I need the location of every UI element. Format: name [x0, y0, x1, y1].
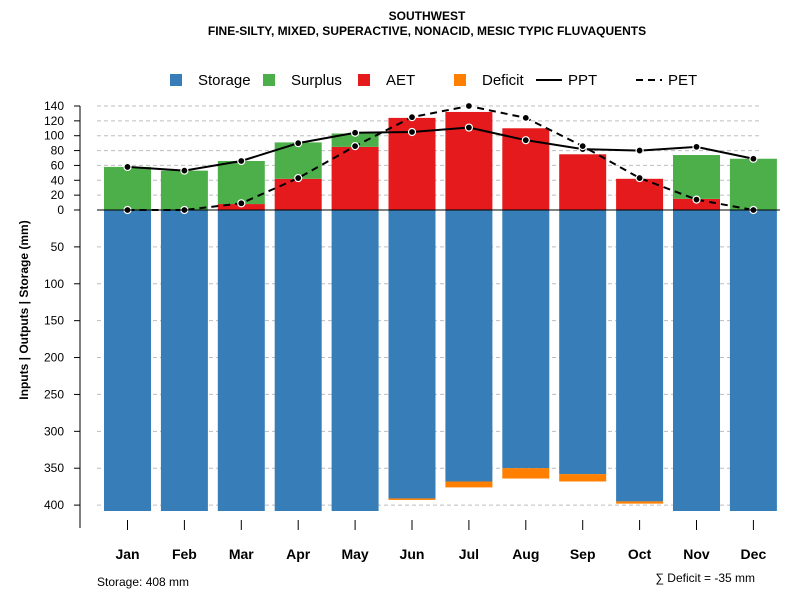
- storage-bar: [160, 210, 208, 511]
- storage-bar: [331, 210, 379, 511]
- y-axis-label: Inputs | Outputs | Storage (mm): [17, 220, 31, 399]
- ppt-point: [635, 146, 644, 155]
- deficit-bar: [616, 501, 664, 504]
- storage-bar: [502, 210, 550, 469]
- x-tick-label: Nov: [683, 546, 710, 562]
- pet-point: [578, 142, 587, 151]
- bars: [104, 111, 777, 511]
- pet-point: [237, 199, 246, 208]
- x-tick-label: Jan: [115, 546, 139, 562]
- surplus-bar: [331, 133, 379, 147]
- x-tick-label: Aug: [512, 546, 539, 562]
- y-tick-label: 140: [44, 99, 64, 113]
- y-tick-label: 250: [44, 387, 64, 401]
- y-tick-label: 100: [44, 277, 64, 291]
- x-tick-label: Sep: [570, 546, 596, 562]
- axes: 0204060801001201405010015020025030035040…: [44, 99, 780, 562]
- surplus-bar: [729, 158, 777, 210]
- ppt-point: [407, 127, 417, 137]
- y-tick-label: 200: [44, 351, 64, 365]
- storage-note: Storage: 408 mm: [97, 575, 189, 589]
- pet-point: [294, 173, 303, 183]
- pet-point: [407, 113, 417, 122]
- ppt-point: [123, 162, 132, 172]
- aet-bar: [274, 178, 322, 210]
- ppt-point: [237, 156, 246, 166]
- pet-point: [464, 101, 473, 111]
- chart-title: SOUTHWEST: [389, 9, 466, 23]
- aet-bar: [331, 146, 379, 210]
- storage-bar: [559, 210, 607, 475]
- legend-swatch: [454, 74, 466, 86]
- legend-swatch: [170, 74, 182, 86]
- storage-bar: [616, 210, 664, 502]
- x-tick-label: Apr: [286, 546, 311, 562]
- ppt-point: [180, 166, 189, 175]
- x-tick-label: Jul: [459, 546, 479, 562]
- legend-label: Surplus: [291, 72, 342, 89]
- x-tick-label: Feb: [172, 546, 197, 562]
- legend-label: Deficit: [482, 72, 525, 89]
- deficit-bar: [502, 468, 550, 479]
- storage-bar: [445, 210, 493, 482]
- surplus-bar: [217, 160, 265, 205]
- pet-point: [692, 195, 701, 204]
- y-tick-label: 20: [51, 188, 65, 202]
- y-tick-label: 40: [51, 173, 65, 187]
- ppt-point: [521, 136, 530, 145]
- legend-swatch: [358, 74, 370, 86]
- deficit-bar: [388, 498, 436, 500]
- storage-bar: [673, 210, 720, 511]
- lines: [123, 101, 758, 215]
- y-tick-label: 0: [57, 203, 64, 217]
- ppt-point: [749, 154, 758, 163]
- storage-bar: [274, 210, 322, 511]
- ppt-point: [692, 142, 701, 151]
- y-tick-label: 350: [44, 461, 64, 475]
- storage-bar: [388, 210, 436, 499]
- x-tick-label: Mar: [229, 546, 254, 562]
- y-tick-label: 50: [51, 240, 65, 254]
- ppt-point: [351, 128, 360, 137]
- y-tick-label: 300: [44, 424, 64, 438]
- x-tick-label: Jun: [400, 546, 425, 562]
- legend-label: PPT: [568, 72, 597, 89]
- y-tick-label: 150: [44, 314, 64, 328]
- chart-subtitle: FINE-SILTY, MIXED, SUPERACTIVE, NONACID,…: [208, 24, 646, 38]
- surplus-bar: [673, 155, 720, 199]
- legend-label: PET: [668, 72, 697, 89]
- deficit-note: ∑ Deficit = -35 mm: [655, 571, 755, 585]
- y-tick-label: 60: [51, 158, 65, 172]
- x-tick-label: Dec: [741, 546, 767, 562]
- y-tick-label: 400: [44, 498, 64, 512]
- ppt-point: [464, 123, 473, 132]
- legend-label: Storage: [198, 72, 251, 89]
- storage-bar: [729, 210, 777, 511]
- pet-point: [351, 142, 360, 151]
- deficit-bar: [559, 474, 607, 482]
- ppt-point: [294, 139, 303, 148]
- surplus-bar: [104, 166, 151, 210]
- y-tick-label: 80: [51, 144, 65, 158]
- aet-bar: [559, 154, 607, 210]
- pet-point: [521, 113, 530, 122]
- storage-bar: [104, 210, 151, 511]
- aet-bar: [673, 198, 720, 210]
- surplus-bar: [160, 170, 208, 210]
- deficit-bar: [445, 481, 493, 488]
- pet-point: [635, 173, 644, 183]
- y-tick-label: 120: [44, 114, 64, 128]
- storage-bar: [217, 210, 265, 511]
- legend: Storage Surplus AET Deficit PPT PET: [170, 72, 697, 89]
- ppt-line: [127, 126, 754, 172]
- legend-label: AET: [386, 72, 415, 89]
- legend-swatch: [263, 74, 275, 86]
- x-tick-label: May: [341, 546, 368, 562]
- x-tick-label: Oct: [628, 546, 652, 562]
- y-tick-label: 100: [44, 129, 64, 143]
